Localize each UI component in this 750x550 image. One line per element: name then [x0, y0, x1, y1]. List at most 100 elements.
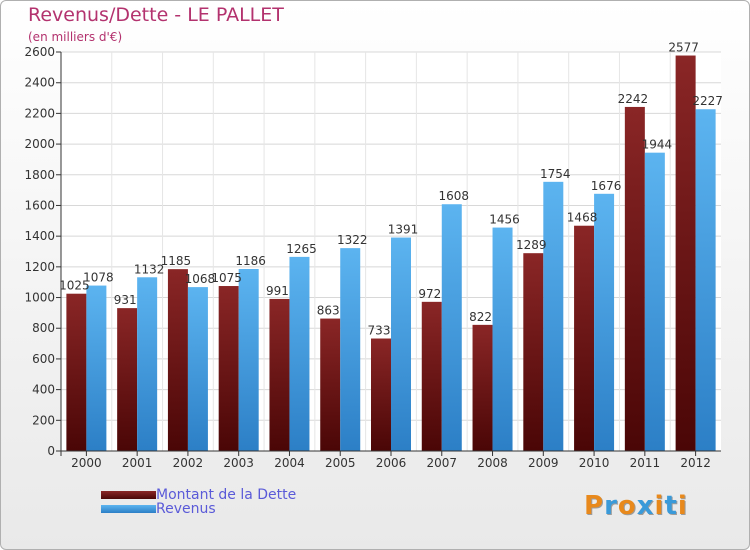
legend-item-revenue: Revenus — [101, 501, 216, 517]
data-label-debt: 931 — [114, 293, 137, 307]
bar-debt — [218, 286, 239, 451]
x-tick-label: 2011 — [630, 456, 661, 470]
y-tick-label: 1000 — [24, 291, 55, 305]
bar-revenue — [594, 193, 615, 451]
y-tick-label: 1800 — [24, 168, 55, 182]
bar-revenue — [137, 277, 158, 451]
bar-revenue — [543, 181, 564, 451]
x-tick-label: 2004 — [274, 456, 305, 470]
data-label-debt: 2242 — [618, 92, 649, 106]
logo-letter: o — [617, 491, 637, 521]
data-label-revenue: 1456 — [489, 213, 520, 227]
bar-revenue — [391, 237, 411, 451]
bar-revenue — [441, 204, 462, 451]
data-label-revenue: 1322 — [337, 233, 368, 247]
x-tick-label: 2005 — [325, 456, 356, 470]
x-tick-label: 2010 — [579, 456, 610, 470]
bar-debt — [66, 293, 87, 451]
y-tick-label: 400 — [32, 383, 55, 397]
legend-item-debt: Montant de la Dette — [101, 487, 296, 503]
data-label-revenue: 1754 — [540, 167, 571, 181]
y-tick-label: 0 — [47, 444, 55, 458]
bar-revenue — [340, 248, 361, 451]
data-label-revenue: 1944 — [642, 138, 673, 152]
data-label-revenue: 2227 — [692, 94, 723, 108]
data-label-debt: 2577 — [668, 41, 699, 55]
data-label-debt: 1185 — [161, 254, 192, 268]
bar-debt — [472, 324, 493, 451]
data-label-debt: 1468 — [567, 211, 598, 225]
logo-letter: x — [636, 491, 655, 521]
data-label-revenue: 1078 — [83, 271, 114, 285]
data-label-revenue: 1608 — [438, 189, 469, 203]
x-tick-label: 2000 — [71, 456, 102, 470]
data-label-revenue: 1676 — [591, 179, 622, 193]
data-label-debt: 972 — [418, 287, 441, 301]
data-label-debt: 863 — [317, 304, 340, 318]
data-label-debt: 1075 — [211, 271, 242, 285]
axes: 0 200 400 600 800 1000 1200 1400 1600 1800 2000 220… — [24, 45, 721, 470]
y-tick-label: 1200 — [24, 260, 55, 274]
chart-subtitle: (en milliers d'€) — [28, 30, 123, 44]
bar-revenue — [86, 285, 107, 451]
x-tick-label: 2003 — [223, 456, 254, 470]
legend-label-debt: Montant de la Dette — [156, 487, 297, 503]
data-label-debt: 733 — [368, 324, 391, 338]
y-tick-label: 600 — [32, 352, 55, 366]
y-tick-label: 2200 — [24, 106, 55, 120]
legend-swatch-debt — [101, 491, 156, 499]
x-tick-label: 2007 — [426, 456, 457, 470]
y-tick-label: 2600 — [24, 45, 55, 59]
x-tick-label: 2012 — [680, 456, 711, 470]
chart-title: Revenus/Dette - LE PALLET — [28, 4, 284, 26]
logo-letter: t — [664, 491, 678, 521]
logo-letter: i — [654, 491, 665, 521]
y-tick-label: 200 — [32, 413, 55, 427]
x-tick-label: 2008 — [477, 456, 508, 470]
proxiti-logo: Proxiti — [584, 491, 688, 521]
data-label-revenue: 1068 — [185, 272, 216, 286]
y-tick-label: 800 — [32, 321, 55, 335]
x-tick-label: 2001 — [122, 456, 153, 470]
data-label-revenue: 1132 — [134, 262, 165, 276]
x-tick-label: 2002 — [173, 456, 204, 470]
bar-debt — [675, 55, 696, 452]
data-label-revenue: 1391 — [388, 223, 419, 237]
bar-debt — [421, 301, 442, 451]
bar-debt — [371, 338, 391, 451]
data-label-debt: 991 — [266, 284, 289, 298]
bar-debt — [269, 298, 290, 451]
bar-debt — [523, 253, 544, 451]
logo-letter: i — [677, 491, 688, 521]
bar-revenue — [238, 268, 259, 451]
data-label-debt: 1025 — [59, 279, 90, 293]
bar-debt — [117, 308, 138, 451]
data-label-revenue: 1265 — [286, 242, 317, 256]
y-tick-label: 2000 — [24, 137, 55, 151]
bar-debt — [574, 225, 595, 451]
bar-debt — [167, 269, 188, 451]
y-tick-label: 1400 — [24, 229, 55, 243]
bar-revenue — [695, 109, 716, 452]
y-tick-label: 1600 — [24, 198, 55, 212]
bar-debt — [320, 318, 341, 451]
bar-debt — [624, 106, 645, 451]
legend-label-revenue: Revenus — [156, 501, 216, 517]
bar-revenue — [289, 256, 310, 451]
y-tick-label: 2400 — [24, 76, 55, 90]
logo-letter: r — [604, 491, 618, 521]
legend-swatch-revenue — [101, 505, 156, 513]
data-label-revenue: 1186 — [235, 254, 266, 268]
bar-revenue — [644, 152, 665, 451]
logo-letter: P — [584, 491, 605, 521]
x-tick-label: 2006 — [376, 456, 407, 470]
bar-revenue — [187, 287, 208, 451]
x-tick-label: 2009 — [528, 456, 559, 470]
data-label-debt: 822 — [469, 310, 492, 324]
data-label-debt: 1289 — [516, 238, 547, 252]
bar-revenue — [492, 227, 513, 451]
bars — [66, 55, 716, 452]
